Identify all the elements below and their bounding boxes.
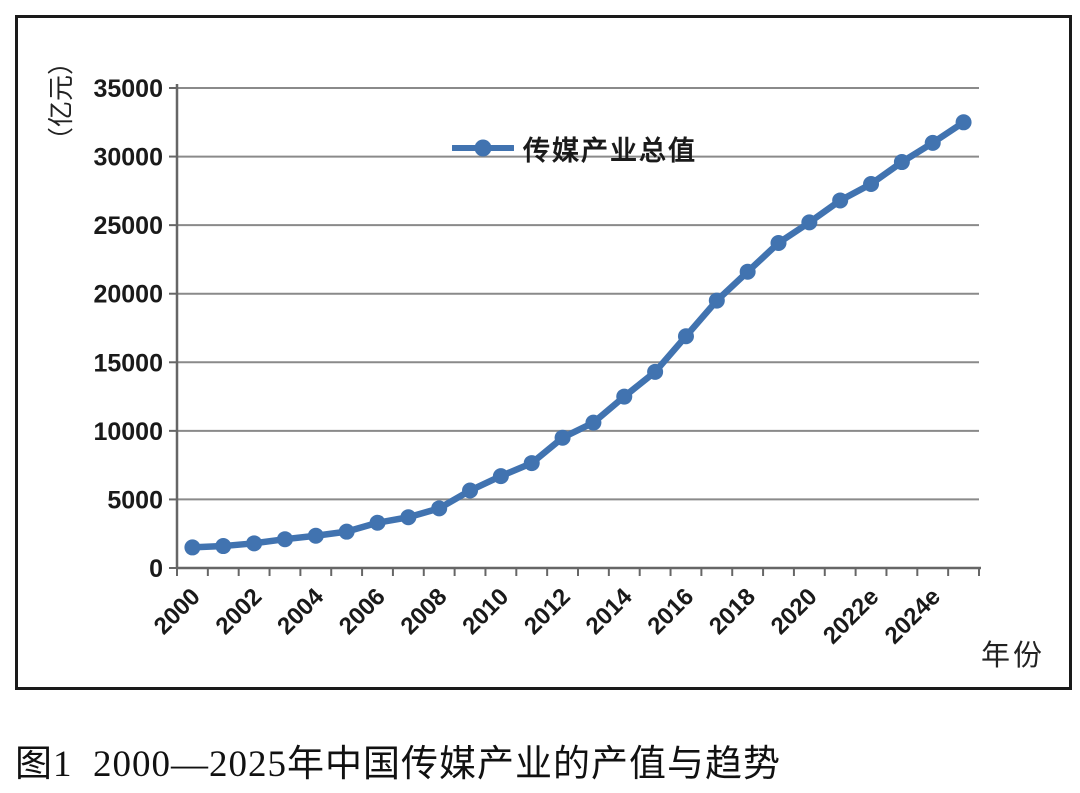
data-point xyxy=(400,509,417,526)
data-point xyxy=(616,388,633,405)
x-tick-label: 2006 xyxy=(334,583,391,640)
data-point xyxy=(708,292,725,309)
data-point xyxy=(492,468,509,485)
chart-legend: 传媒产业总值 xyxy=(452,131,697,166)
data-point xyxy=(832,192,849,209)
y-tick-label: 35000 xyxy=(93,75,163,103)
data-point xyxy=(369,514,386,531)
y-tick-label: 25000 xyxy=(93,212,163,240)
x-tick-label: 2020 xyxy=(766,583,823,640)
y-axis-title: （亿元） xyxy=(47,48,76,153)
data-point xyxy=(863,176,880,192)
y-tick-label: 20000 xyxy=(93,281,163,309)
x-tick-label: 2000 xyxy=(149,583,206,640)
x-tick-label: 2012 xyxy=(519,583,576,640)
data-point xyxy=(893,154,910,171)
data-point xyxy=(585,414,602,431)
x-axis-title: 年份 xyxy=(981,640,1046,672)
data-point xyxy=(523,455,540,472)
y-tick-label: 0 xyxy=(149,555,163,583)
data-point xyxy=(276,531,293,548)
data-point xyxy=(677,328,694,345)
legend-label: 传媒产业总值 xyxy=(523,135,697,166)
x-tick-label: 2008 xyxy=(396,583,453,640)
x-tick-label: 2014 xyxy=(581,583,638,640)
x-tick-label: 2004 xyxy=(272,583,329,640)
x-tick-label: 2018 xyxy=(704,583,761,640)
data-point xyxy=(431,500,448,517)
data-point xyxy=(462,482,479,499)
x-tick-label: 2022e xyxy=(818,583,884,649)
data-point xyxy=(647,363,664,380)
data-point xyxy=(924,134,941,151)
data-point xyxy=(801,214,818,231)
y-tick-label: 5000 xyxy=(107,486,163,514)
x-tick-label: 2010 xyxy=(457,583,514,640)
y-tick-label: 30000 xyxy=(93,144,163,172)
data-point xyxy=(554,429,571,446)
y-tick-label: 15000 xyxy=(93,349,163,377)
x-tick-label: 2016 xyxy=(642,583,699,640)
data-point xyxy=(739,263,756,280)
data-point xyxy=(307,527,324,544)
legend-line-marker-icon xyxy=(452,139,514,157)
data-point xyxy=(955,114,972,131)
data-point xyxy=(215,538,232,555)
x-tick-label: 2002 xyxy=(211,583,268,640)
data-point xyxy=(184,539,201,556)
x-tick-label: 2024e xyxy=(880,583,946,649)
data-point xyxy=(246,535,263,552)
figure-caption: 图1 2000—2025年中国传媒产业的产值与趋势 xyxy=(15,744,781,785)
series-line xyxy=(189,119,967,551)
figure-border xyxy=(15,15,1072,690)
data-point xyxy=(338,523,355,540)
data-point xyxy=(770,234,787,251)
y-tick-label: 10000 xyxy=(93,418,163,446)
